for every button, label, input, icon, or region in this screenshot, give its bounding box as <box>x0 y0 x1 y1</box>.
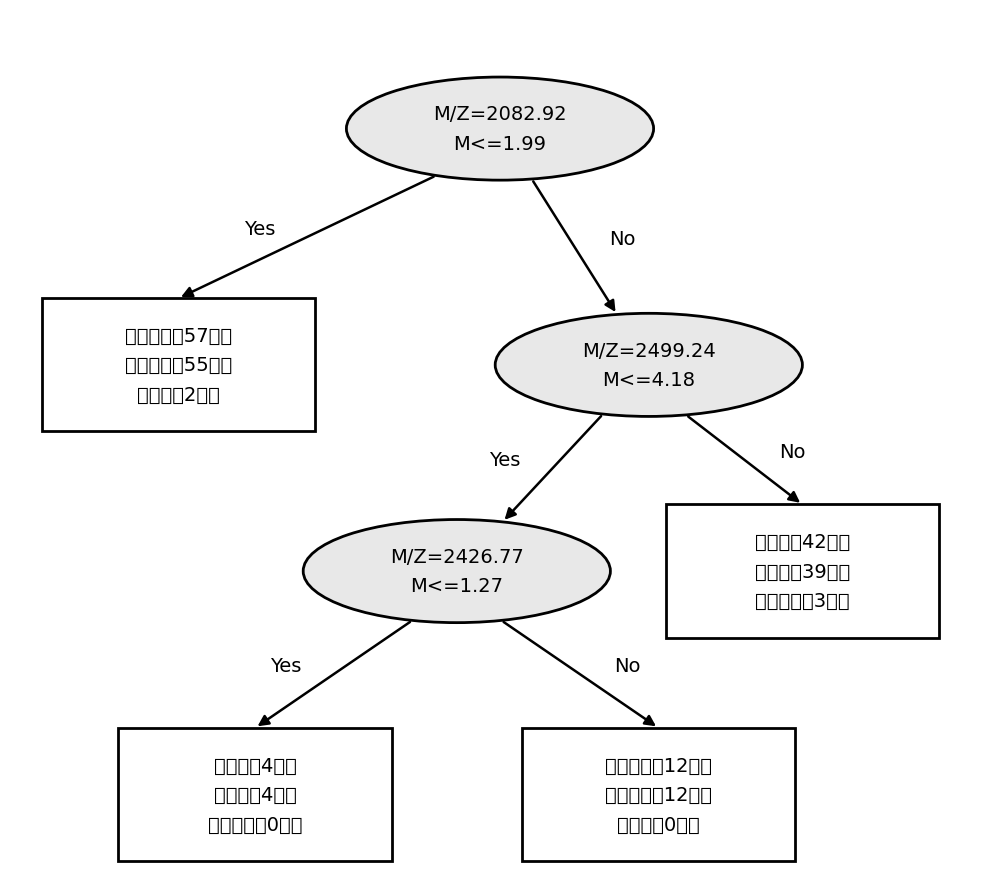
FancyBboxPatch shape <box>42 299 315 432</box>
Text: No: No <box>615 656 641 675</box>
Ellipse shape <box>346 78 654 181</box>
Text: No: No <box>609 230 636 249</box>
Text: M/Z=2499.24
M<=4.18: M/Z=2499.24 M<=4.18 <box>582 342 716 390</box>
FancyBboxPatch shape <box>666 505 939 638</box>
Ellipse shape <box>303 520 610 623</box>
Text: Yes: Yes <box>244 220 275 239</box>
Ellipse shape <box>495 314 802 417</box>
Text: M/Z=2426.77
M<=1.27: M/Z=2426.77 M<=1.27 <box>390 547 524 595</box>
Text: 糖尿病组（12例）
糖尿病组（12例）
正常组（0例）: 糖尿病组（12例） 糖尿病组（12例） 正常组（0例） <box>605 755 712 833</box>
Text: Yes: Yes <box>270 656 301 675</box>
FancyBboxPatch shape <box>522 728 795 861</box>
Text: 正常组（42例）
正常组（39例）
糖尿病组（3例）: 正常组（42例） 正常组（39例） 糖尿病组（3例） <box>755 533 850 611</box>
Text: 正常组（4例）
正常组（4例）
糖尿病组（0例）: 正常组（4例） 正常组（4例） 糖尿病组（0例） <box>208 755 302 833</box>
Text: 糖尿病组（57例）
糖尿病组（55例）
正常组（2例）: 糖尿病组（57例） 糖尿病组（55例） 正常组（2例） <box>125 326 232 404</box>
Text: Yes: Yes <box>489 451 520 469</box>
Text: No: No <box>779 443 805 461</box>
Text: M/Z=2082.92
M<=1.99: M/Z=2082.92 M<=1.99 <box>433 105 567 154</box>
FancyBboxPatch shape <box>118 728 392 861</box>
